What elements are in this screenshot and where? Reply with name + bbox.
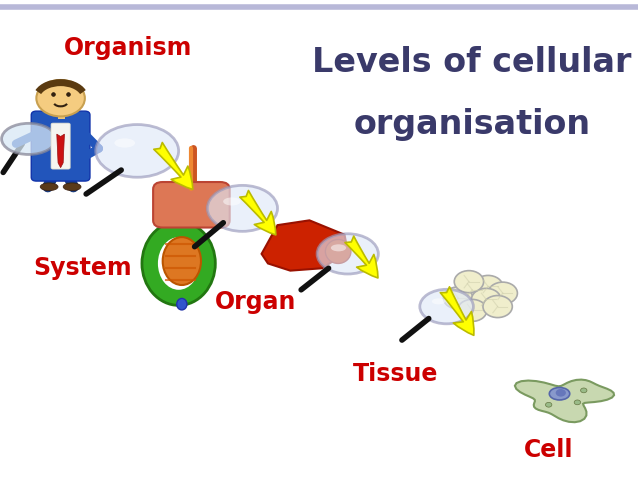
- Ellipse shape: [317, 234, 378, 274]
- Circle shape: [471, 288, 501, 310]
- Polygon shape: [262, 220, 348, 271]
- FancyBboxPatch shape: [153, 182, 230, 228]
- Ellipse shape: [325, 240, 351, 263]
- Circle shape: [36, 80, 85, 116]
- Ellipse shape: [163, 237, 201, 285]
- Circle shape: [483, 296, 512, 318]
- Ellipse shape: [1, 124, 56, 155]
- Ellipse shape: [420, 289, 473, 324]
- Text: Levels of cellular: Levels of cellular: [313, 46, 632, 79]
- Ellipse shape: [177, 298, 187, 310]
- Ellipse shape: [207, 185, 278, 231]
- Text: Organ: Organ: [214, 290, 296, 314]
- Circle shape: [488, 282, 517, 304]
- Ellipse shape: [331, 244, 346, 251]
- Ellipse shape: [114, 138, 135, 148]
- FancyBboxPatch shape: [31, 111, 90, 181]
- Circle shape: [581, 388, 587, 393]
- Ellipse shape: [40, 183, 58, 191]
- Circle shape: [443, 287, 473, 309]
- Circle shape: [473, 275, 503, 297]
- Ellipse shape: [549, 388, 570, 400]
- Ellipse shape: [432, 298, 445, 305]
- Circle shape: [457, 279, 487, 301]
- Ellipse shape: [223, 197, 241, 205]
- Ellipse shape: [142, 222, 216, 306]
- Text: Organism: Organism: [63, 36, 192, 60]
- Polygon shape: [515, 379, 614, 422]
- Circle shape: [454, 271, 484, 293]
- Circle shape: [545, 402, 552, 407]
- Circle shape: [556, 389, 566, 397]
- Text: System: System: [34, 256, 132, 280]
- Ellipse shape: [63, 183, 81, 191]
- Text: Cell: Cell: [524, 438, 574, 462]
- Circle shape: [574, 400, 581, 405]
- FancyBboxPatch shape: [51, 123, 70, 169]
- Polygon shape: [57, 134, 64, 168]
- Circle shape: [457, 299, 487, 321]
- Text: organisation: organisation: [353, 108, 591, 141]
- Ellipse shape: [96, 125, 179, 177]
- Text: Tissue: Tissue: [353, 362, 438, 386]
- Ellipse shape: [158, 237, 199, 290]
